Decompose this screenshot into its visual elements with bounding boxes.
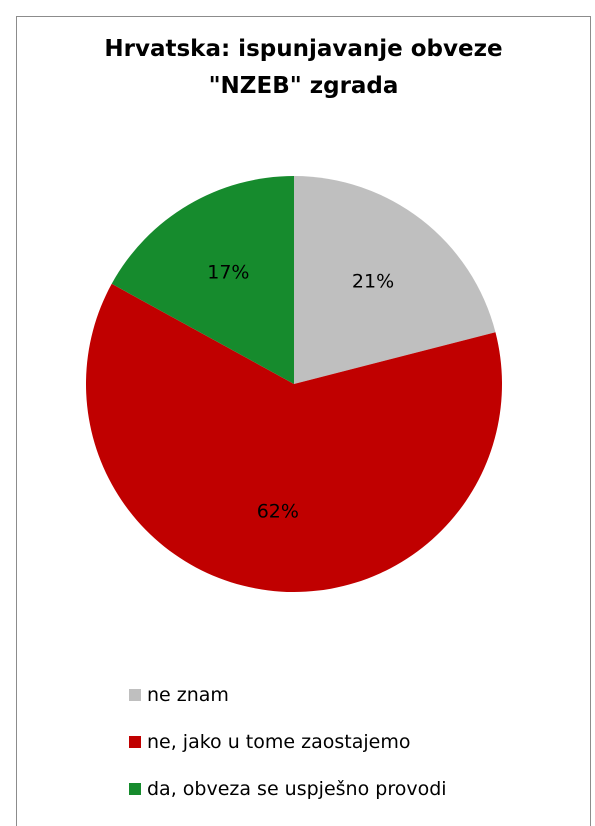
chart-title-line-1: Hrvatska: ispunjavanje obveze (104, 36, 503, 62)
chart-frame: Hrvatska: ispunjavanje obveze "NZEB" zgr… (16, 16, 591, 826)
legend-label-ne-znam: ne znam (147, 684, 229, 706)
pie-slice-0 (294, 176, 496, 384)
legend-swatch-provodi (129, 783, 141, 795)
legend-item-provodi: da, obveza se uspješno provodi (129, 777, 447, 801)
pie-data-labels: 21% 62% 17% (207, 261, 394, 522)
legend: ne znam ne, jako u tome zaostajemo da, o… (129, 683, 447, 824)
legend-item-zaostajemo: ne, jako u tome zaostajemo (129, 730, 447, 754)
pie-slice-2 (111, 176, 294, 384)
legend-label-zaostajemo: ne, jako u tome zaostajemo (147, 731, 411, 753)
pie-chart: 21% 62% 17% (86, 176, 503, 592)
legend-swatch-zaostajemo (129, 736, 141, 748)
pie-slice-1 (86, 283, 503, 592)
data-label-2: 17% (207, 261, 249, 283)
legend-swatch-ne-znam (129, 689, 141, 701)
data-label-1: 62% (257, 500, 299, 522)
pie-slices (86, 176, 503, 592)
legend-item-ne-znam: ne znam (129, 683, 447, 707)
chart-title-line-2: "NZEB" zgrada (208, 73, 399, 99)
chart-title: Hrvatska: ispunjavanje obveze "NZEB" zgr… (17, 31, 590, 105)
legend-label-provodi: da, obveza se uspješno provodi (147, 778, 447, 800)
data-label-0: 21% (352, 271, 394, 293)
